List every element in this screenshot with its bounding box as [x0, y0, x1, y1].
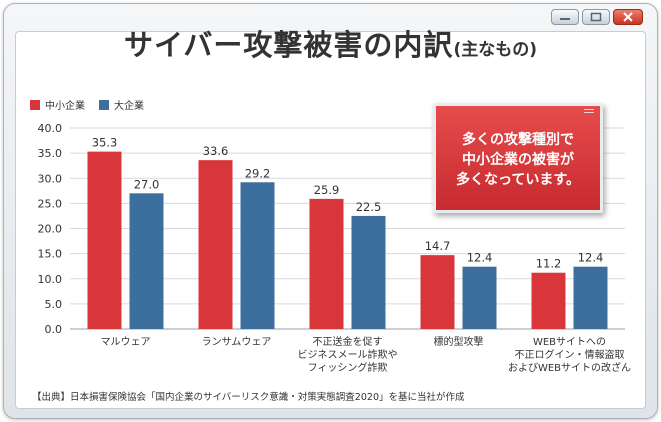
legend-label-sme: 中小企業 [45, 101, 85, 112]
y-tick-label: 15.0 [38, 248, 63, 261]
bar-value-label: 29.2 [245, 166, 271, 180]
maximize-icon [583, 10, 609, 24]
bar-value-label: 12.4 [578, 251, 604, 265]
x-category-label: マルウェア [101, 336, 151, 348]
bar-large [240, 182, 275, 329]
bar-value-label: 11.2 [536, 257, 562, 271]
close-button[interactable] [613, 9, 643, 25]
x-category-label-line: WEBサイトへの [533, 336, 606, 348]
y-tick-label: 20.0 [38, 223, 63, 236]
chart-title-main: サイバー攻撃被害の内訳 [124, 28, 454, 62]
x-category-label-line: マルウェア [101, 336, 151, 348]
x-category-label-line: ビジネスメール詐欺や [298, 348, 398, 361]
x-category-label-line: 標的型攻撃 [434, 335, 484, 348]
bar-value-label: 33.6 [203, 144, 229, 158]
bar-large [351, 215, 386, 329]
bar-large [573, 266, 608, 329]
bar-value-label: 27.0 [134, 177, 160, 191]
callout-box: 多くの攻撃種別で 中小企業の被害が 多くなっています。 [433, 103, 603, 213]
minimize-button[interactable] [551, 9, 579, 25]
x-category-label-line: 不正ログイン・情報盗取 [515, 348, 625, 361]
x-category-label: 標的型攻撃 [434, 335, 484, 348]
legend-swatch-sme [30, 99, 40, 110]
minimize-icon [552, 10, 578, 24]
bar-value-label: 12.4 [467, 251, 493, 265]
bar-large [462, 266, 497, 329]
x-category-label-line: およびWEBサイトの改ざん [508, 361, 631, 374]
legend-item-large: 大企業 [99, 97, 144, 112]
x-category-label-line: フィッシング詐欺 [308, 361, 388, 374]
x-category-label-line: ランサムウェア [202, 336, 272, 348]
y-tick-label: 40.0 [38, 122, 63, 135]
x-category-label: 不正送金を促すビジネスメール詐欺やフィッシング詐欺 [298, 335, 398, 374]
y-tick-label: 5.0 [45, 298, 63, 311]
bar-sme [531, 272, 566, 329]
bar-sme [420, 255, 455, 329]
legend-item-sme: 中小企業 [30, 97, 85, 112]
chart-title-sub: (主なもの) [453, 40, 537, 60]
close-icon [614, 10, 642, 24]
y-tick-label: 10.0 [38, 273, 63, 286]
bar-large [129, 193, 164, 329]
legend-label-large: 大企業 [114, 101, 144, 112]
bar-value-label: 35.3 [92, 136, 118, 150]
y-tick-label: 0.0 [45, 323, 63, 336]
grip-icon [584, 109, 594, 113]
bar-value-label: 22.5 [356, 200, 382, 214]
y-tick-label: 30.0 [38, 172, 63, 185]
x-category-label: ランサムウェア [202, 336, 272, 348]
bar-sme [87, 151, 122, 329]
bar-value-label: 25.9 [314, 183, 340, 197]
x-category-label-line: 不正送金を促す [313, 335, 383, 348]
bar-sme [198, 160, 233, 329]
x-category-label: WEBサイトへの不正ログイン・情報盗取およびWEBサイトの改ざん [508, 336, 631, 374]
bar-sme [309, 198, 344, 329]
bar-value-label: 14.7 [425, 239, 451, 253]
maximize-button[interactable] [582, 9, 610, 25]
y-tick-label: 35.0 [38, 147, 63, 160]
legend: 中小企業 大企業 [30, 97, 158, 112]
y-tick-label: 25.0 [38, 197, 63, 210]
callout-text: 多くの攻撃種別で 中小企業の被害が 多くなっています。 [456, 132, 580, 188]
legend-swatch-large [99, 99, 109, 110]
source-note: 【出典】日本損害保険協会「国内企業のサイバーリスク意識・対策実態調査2020」を… [32, 392, 465, 403]
chart-title: サイバー攻撃被害の内訳(主なもの) [0, 22, 661, 64]
